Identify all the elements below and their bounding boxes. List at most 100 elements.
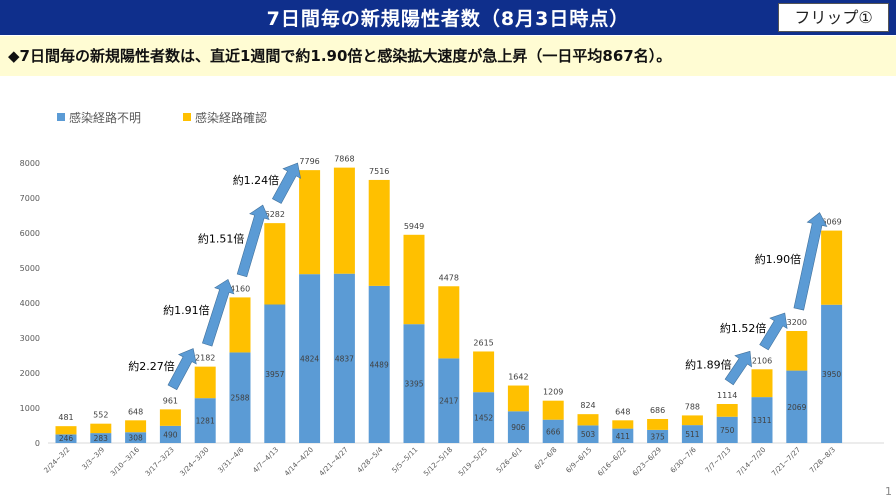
bar-known-route xyxy=(786,331,808,371)
bar-known-route xyxy=(542,400,564,420)
bar-unknown-route xyxy=(751,397,773,443)
bar-total-label: 648 xyxy=(615,407,630,416)
bar-value-unknown: 2417 xyxy=(439,397,458,406)
bar-unknown-route xyxy=(333,273,355,443)
bar-value-unknown: 4824 xyxy=(300,355,319,364)
bar-unknown-route xyxy=(786,370,808,443)
growth-rate-label: 約1.91倍 xyxy=(163,303,210,317)
legend-label: 感染経路不明 xyxy=(69,110,141,125)
y-tick-label: 0 xyxy=(35,439,40,448)
stacked-bar-chart: 感染経路不明 感染経路確認 0 1000 2000 3000 4000 5000 6000 70… xyxy=(20,110,884,478)
legend-label: 感染経路確認 xyxy=(195,110,267,125)
x-tick-label: 5/26~6/1 xyxy=(495,446,524,475)
bar-known-route xyxy=(716,404,738,417)
growth-arrow-icon xyxy=(167,348,197,391)
bar-known-route xyxy=(821,230,843,305)
x-axis: 2/24~3/2 3/3~3/9 3/10~3/16 3/17~3/23 3/24~3/… xyxy=(43,445,837,477)
y-tick-label: 6000 xyxy=(20,229,40,238)
legend-swatch xyxy=(57,113,65,121)
bar-unknown-route xyxy=(125,432,147,443)
bar-unknown-route xyxy=(194,398,216,443)
x-tick-label: 7/14~7/20 xyxy=(735,446,767,478)
growth-arrow-icon xyxy=(724,350,752,386)
bar-total-label: 824 xyxy=(580,401,595,410)
growth-arrow-icon xyxy=(759,312,788,351)
bar-total-label: 4478 xyxy=(439,273,459,282)
bar-value-unknown: 308 xyxy=(128,434,143,443)
bar-unknown-route xyxy=(821,304,843,443)
bar-value-unknown: 375 xyxy=(650,432,665,441)
bar-unknown-route xyxy=(229,352,251,443)
bar-known-route xyxy=(751,369,773,398)
x-tick-label: 6/30~7/6 xyxy=(669,445,698,474)
header-bar: 7日間毎の新規陽性者数（8月3日時点） フリップ① xyxy=(0,0,896,35)
x-tick-label: 2/24~3/2 xyxy=(43,446,72,475)
bar-total-label: 7868 xyxy=(334,155,354,164)
bar-value-unknown: 4837 xyxy=(335,354,354,363)
bar-known-route xyxy=(473,351,495,393)
x-tick-label: 3/24~3/30 xyxy=(179,446,211,478)
bar-unknown-route xyxy=(368,285,390,443)
y-axis: 0 1000 2000 3000 4000 5000 6000 7000 8000 xyxy=(20,159,884,448)
bar-unknown-route xyxy=(612,428,634,443)
y-tick-label: 3000 xyxy=(20,334,40,343)
bar-total-label: 2615 xyxy=(473,338,493,347)
legend-swatch xyxy=(183,113,191,121)
page-number: 1 xyxy=(885,485,892,498)
bar-unknown-route xyxy=(473,392,495,443)
bar-unknown-route xyxy=(681,425,703,443)
y-tick-label: 8000 xyxy=(20,159,40,168)
bar-value-unknown: 246 xyxy=(59,434,74,443)
bar-value-unknown: 750 xyxy=(720,426,735,435)
bar-known-route xyxy=(229,297,251,353)
growth-rate-label: 約1.24倍 xyxy=(233,173,280,187)
x-tick-label: 4/14~4/20 xyxy=(283,446,315,478)
growth-rate-label: 約1.90倍 xyxy=(755,252,802,266)
growth-rate-label: 約2.27倍 xyxy=(128,359,175,373)
x-tick-label: 3/10~3/16 xyxy=(109,445,141,477)
bar-value-unknown: 2588 xyxy=(230,394,249,403)
bar-total-label: 1642 xyxy=(508,373,528,382)
bar-unknown-route xyxy=(438,358,460,443)
x-tick-label: 3/17~3/23 xyxy=(144,446,176,478)
bar-known-route xyxy=(647,418,669,430)
bar-value-unknown: 3950 xyxy=(822,370,841,379)
bar-value-unknown: 490 xyxy=(163,430,178,439)
bar-known-route xyxy=(403,234,425,325)
bar-total-label: 1209 xyxy=(543,388,563,397)
bar-value-unknown: 1452 xyxy=(474,414,493,423)
bar-total-label: 686 xyxy=(650,406,665,415)
bar-unknown-route xyxy=(542,419,564,443)
bar-total-label: 648 xyxy=(128,407,143,416)
bar-value-unknown: 906 xyxy=(511,423,526,432)
growth-arrow-icon xyxy=(271,162,302,204)
x-tick-label: 7/21~7/27 xyxy=(770,446,802,478)
bar-total-label: 2106 xyxy=(752,356,772,365)
x-tick-label: 6/23~6/29 xyxy=(631,446,663,478)
x-tick-label: 5/19~5/25 xyxy=(457,446,489,478)
x-tick-label: 5/12~5/18 xyxy=(422,446,454,478)
bar-total-label: 7796 xyxy=(299,157,319,166)
growth-rate-label: 約1.51倍 xyxy=(198,231,245,245)
bar-total-label: 481 xyxy=(58,413,73,422)
bar-known-route xyxy=(507,385,529,412)
bar-total-label: 7516 xyxy=(369,167,389,176)
bar-total-label: 4160 xyxy=(230,284,250,293)
growth-rate-label: 約1.52倍 xyxy=(720,321,767,335)
y-tick-label: 4000 xyxy=(20,299,40,308)
bar-value-unknown: 666 xyxy=(546,427,561,436)
bar-value-unknown: 1311 xyxy=(752,416,771,425)
bar-unknown-route xyxy=(403,324,425,443)
x-tick-label: 7/28~8/3 xyxy=(808,446,837,475)
bar-unknown-route xyxy=(716,416,738,443)
bar-unknown-route xyxy=(55,434,77,443)
flip-label: フリップ① xyxy=(778,3,889,32)
page-title: 7日間毎の新規陽性者数（8月3日時点） xyxy=(266,8,630,30)
bar-total-label: 5949 xyxy=(404,222,424,231)
growth-arrow-icon xyxy=(793,212,828,311)
bar-total-label: 3200 xyxy=(787,318,807,327)
bar-total-label: 1114 xyxy=(717,391,737,400)
bar-unknown-route xyxy=(507,411,529,443)
bar-value-unknown: 503 xyxy=(581,430,596,439)
x-tick-label: 4/7~4/13 xyxy=(251,446,280,475)
